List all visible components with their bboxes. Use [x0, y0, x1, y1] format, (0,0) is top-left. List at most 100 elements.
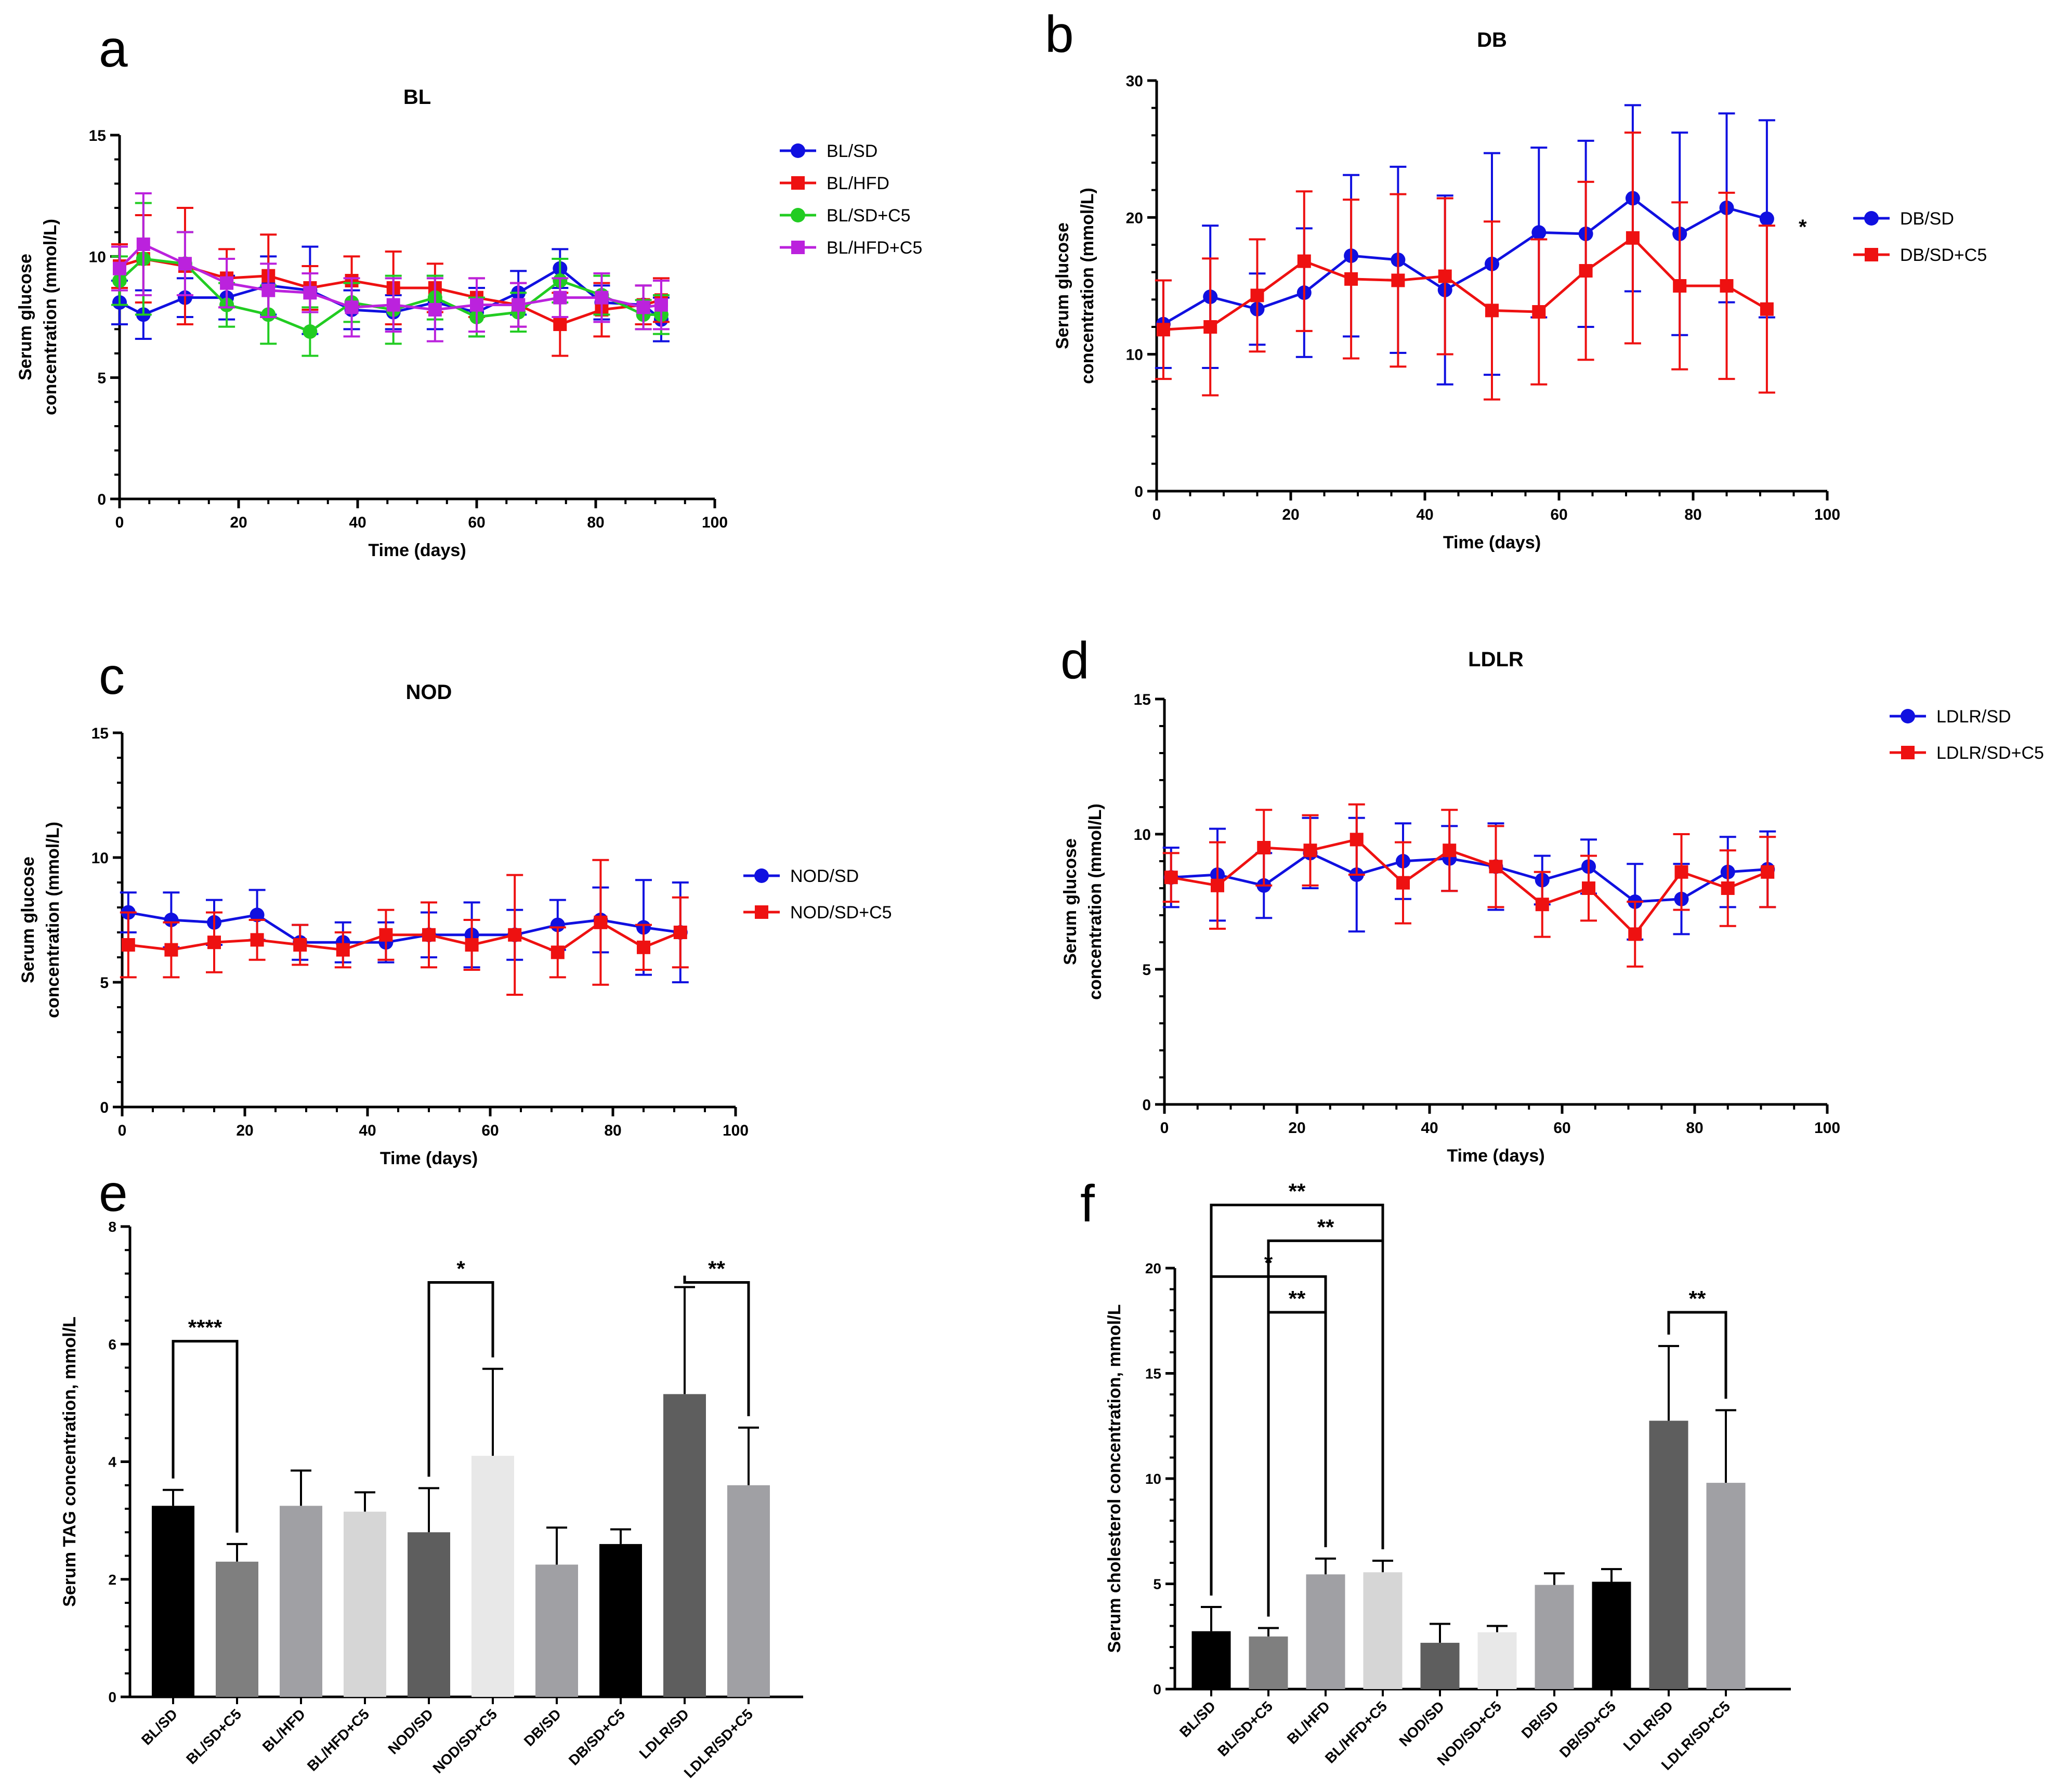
legend-marker — [791, 241, 805, 254]
significance-label: * — [1264, 1250, 1273, 1275]
significance-label: ** — [1689, 1286, 1706, 1311]
x-tick-label: 0 — [115, 514, 124, 531]
data-point — [1628, 927, 1642, 941]
x-axis-label: Time (days) — [380, 1149, 478, 1168]
y-tick-label: 10 — [89, 248, 106, 266]
y-axis-label: Serum glucose — [16, 254, 35, 380]
bar-NOD/SD+C5 — [471, 1456, 514, 1697]
series-line — [1162, 196, 1767, 325]
significance-marker: * — [1799, 216, 1807, 239]
data-point — [465, 938, 479, 952]
x-axis-label: Time (days) — [1447, 1146, 1544, 1166]
data-point — [178, 257, 192, 271]
legend-marker — [791, 208, 805, 222]
x-tick-label: BL/SD+C5 — [183, 1706, 244, 1767]
data-point — [1297, 254, 1311, 268]
significance-bracket — [172, 1340, 239, 1533]
panel-letter-c: c — [99, 647, 125, 705]
y-axis-label: Serum cholesterol concentration, mmol/L — [1105, 1305, 1124, 1653]
chart-title: DB — [1477, 29, 1507, 51]
x-tick-label: 100 — [1814, 506, 1840, 523]
x-tick-label: 40 — [1421, 1119, 1438, 1137]
y-tick-label: 5 — [1153, 1576, 1161, 1592]
data-point — [1257, 841, 1271, 854]
x-tick-label: 100 — [1814, 1119, 1840, 1137]
bar-LDLR/SD — [663, 1394, 706, 1697]
legend-marker — [755, 905, 768, 919]
data-point — [428, 303, 442, 317]
y-axis-label: concentration (mmol/L) — [1085, 803, 1105, 1000]
x-axis-label: Time (days) — [368, 541, 466, 560]
data-point — [1303, 844, 1317, 858]
bar-BL/SD — [1191, 1631, 1231, 1689]
y-tick-label: 20 — [1126, 209, 1143, 227]
data-point — [164, 913, 179, 927]
legend-entry: BL/HFD — [827, 174, 889, 193]
legend-marker — [791, 143, 805, 158]
legend-entry: LDLR/SD+C5 — [1936, 743, 2044, 763]
data-point — [553, 291, 567, 305]
legend-entry: NOD/SD — [790, 866, 859, 886]
x-tick-label: 60 — [468, 514, 485, 531]
data-point — [1761, 865, 1775, 879]
data-point — [250, 907, 265, 923]
x-tick-label: BL/HFD — [259, 1706, 309, 1755]
data-point — [550, 917, 565, 932]
legend-entry: DB/SD — [1900, 209, 1954, 229]
data-point — [1203, 320, 1217, 334]
y-tick-label: 0 — [1142, 1097, 1151, 1114]
y-tick-label: 10 — [1126, 347, 1143, 364]
y-tick-label: 8 — [108, 1219, 116, 1235]
series-BL/SD+C5 — [111, 202, 670, 357]
data-point — [1760, 302, 1774, 316]
data-point — [1759, 211, 1774, 226]
x-tick-label: 20 — [230, 514, 247, 531]
y-tick-label: 0 — [108, 1689, 116, 1705]
x-tick-label: 0 — [1152, 506, 1161, 523]
series-NOD/SD — [120, 879, 689, 983]
y-axis-label: concentration (mmol/L) — [43, 822, 63, 1018]
data-point — [293, 938, 307, 952]
data-point — [654, 298, 668, 312]
data-point — [1582, 881, 1595, 895]
series-LDLR/SD+C5 — [1162, 803, 1776, 968]
data-point — [1535, 898, 1549, 912]
data-point — [220, 276, 234, 290]
data-point — [1391, 273, 1405, 287]
bar-BL/SD+C5 — [1249, 1636, 1288, 1689]
data-point — [386, 298, 400, 312]
bar-LDLR/SD — [1649, 1420, 1688, 1689]
y-tick-label: 6 — [108, 1336, 116, 1352]
significance-bracket — [683, 1275, 750, 1416]
significance-bracket — [1267, 1311, 1327, 1617]
x-tick-label: 60 — [1550, 506, 1567, 523]
x-tick-label: NOD/SD — [1396, 1698, 1447, 1749]
x-tick-label: 80 — [1686, 1119, 1703, 1137]
y-tick-label: 2 — [108, 1572, 116, 1588]
data-point — [1156, 323, 1170, 337]
data-point — [673, 926, 687, 939]
x-tick-label: LDLR/SD+C5 — [681, 1706, 756, 1781]
bar-NOD/SD — [1420, 1642, 1460, 1689]
x-tick-label: NOD/SD — [385, 1706, 436, 1757]
bar-BL/HFD+C5 — [344, 1511, 386, 1697]
series-line — [1171, 838, 1768, 937]
panel-letter-b: b — [1045, 5, 1074, 63]
legend-entry: BL/HFD+C5 — [827, 238, 922, 258]
legend-marker — [1864, 211, 1879, 226]
x-tick-label: 20 — [1288, 1119, 1305, 1137]
y-tick-label: 15 — [89, 127, 106, 144]
significance-bracket — [1210, 1204, 1384, 1596]
y-tick-label: 15 — [91, 725, 109, 742]
x-tick-label: 100 — [723, 1122, 749, 1139]
legend-entry: DB/SD+C5 — [1900, 245, 1987, 265]
bar-NOD/SD+C5 — [1477, 1632, 1517, 1689]
data-point — [207, 935, 221, 950]
bar-BL/SD+C5 — [216, 1561, 258, 1697]
y-tick-label: 0 — [100, 1099, 109, 1116]
data-point — [470, 298, 483, 312]
data-point — [1579, 264, 1593, 278]
x-tick-label: 80 — [1684, 506, 1701, 523]
legend-marker — [1901, 746, 1915, 759]
data-point — [345, 300, 359, 314]
